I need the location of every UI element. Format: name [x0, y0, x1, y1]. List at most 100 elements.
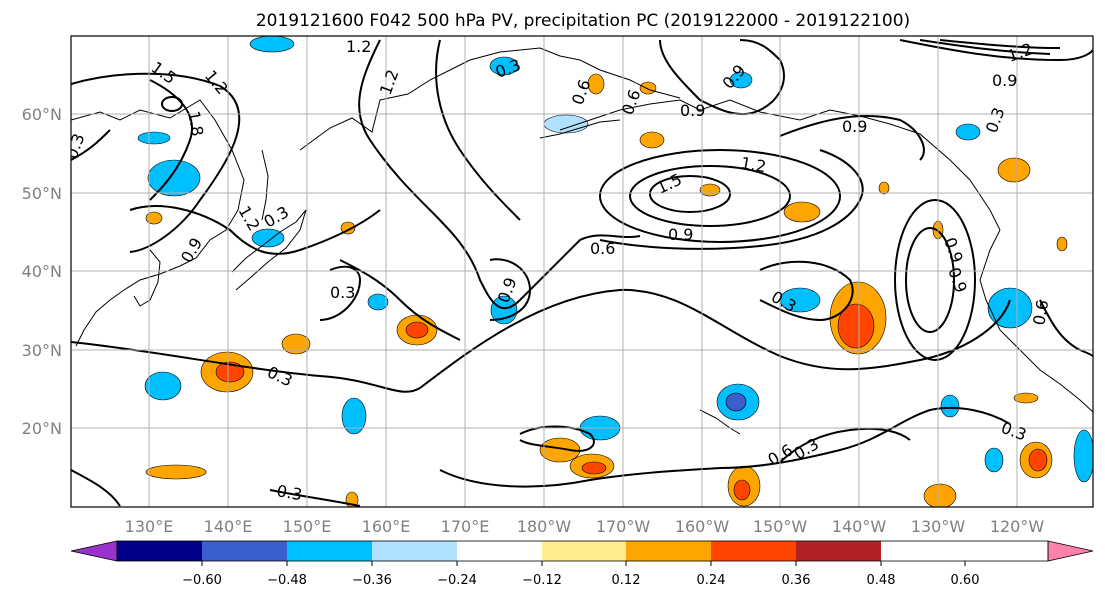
contour-label: 0.6 — [1029, 298, 1052, 326]
pv-contour — [339, 259, 461, 341]
precip-negative-blob — [987, 287, 1033, 329]
precip-positive-blob — [997, 157, 1031, 183]
contour-label: 0.6 — [590, 239, 615, 258]
precip-negative-blob — [251, 228, 285, 248]
colorbar-segment — [542, 541, 626, 561]
precip-positive-blob — [145, 464, 207, 480]
precip-positive-blob — [587, 73, 605, 95]
precip-negative-blob — [367, 293, 389, 311]
pv-contour — [649, 175, 731, 213]
precip-negative-blob — [955, 123, 981, 141]
precip-positive-blob — [145, 211, 163, 225]
pv-contour — [358, 39, 641, 310]
colorbar-tick-label: −0.48 — [267, 573, 307, 588]
colorbar-tick-label: 0.24 — [697, 573, 726, 588]
colorbar-tick-label: 0.60 — [951, 573, 980, 588]
colorbar-frame — [116, 540, 1049, 562]
contour-label: 0.3 — [275, 481, 303, 504]
pv-contour — [629, 165, 791, 227]
colorbar-tick-label: 0.36 — [782, 573, 811, 588]
lon-axis-labels: 130°E 140°E 150°E 160°E 170°E 180°W 170°… — [125, 517, 1045, 536]
lat-label: 30°N — [22, 341, 62, 360]
coastlines — [71, 47, 1093, 435]
pv-contour — [435, 39, 521, 221]
precip-negative-core — [725, 392, 747, 412]
coastline-kamchatka — [299, 47, 681, 151]
colorbar-segment — [711, 541, 796, 561]
colorbar-tick-label: 0.12 — [612, 573, 641, 588]
hawaii-islands — [699, 409, 741, 435]
precip-negative-blob — [147, 159, 201, 197]
precip-negative-blob — [341, 397, 367, 435]
pv-contour — [899, 39, 1093, 62]
pv-contour — [519, 425, 595, 452]
colorbar-tick-label: −0.36 — [352, 573, 392, 588]
lon-label: 130°E — [125, 517, 174, 536]
colorbar-tick-label: 0.48 — [867, 573, 896, 588]
precip-positive-blob — [783, 201, 821, 223]
lon-label: 150°E — [283, 517, 332, 536]
gridlines — [71, 36, 1093, 507]
precip-positive-blob — [699, 183, 721, 197]
contour-label: 0.9 — [680, 101, 705, 120]
pv-contour — [599, 149, 841, 243]
lat-label: 40°N — [22, 262, 62, 281]
precip-positive-blob — [1056, 236, 1068, 252]
lon-label: 140°W — [832, 517, 887, 536]
precip-positive-blob — [639, 81, 657, 95]
pv-contour — [71, 469, 121, 507]
precip-negative-blob — [729, 71, 753, 89]
pv-contour — [905, 227, 955, 333]
precip-positive-blob — [878, 181, 890, 195]
lon-label: 170°W — [596, 517, 651, 536]
precip-positive-core — [837, 303, 875, 349]
colorbar-segment — [117, 541, 202, 561]
colorbar-tick-label: −0.60 — [182, 573, 222, 588]
contour-label: 0.3 — [330, 283, 355, 302]
colorbar-extension-left — [70, 540, 118, 562]
lon-label: 130°W — [911, 517, 966, 536]
precip-negative-blob — [984, 447, 1004, 473]
pv-contour — [659, 39, 785, 116]
pv-contour — [779, 115, 925, 161]
contour-label: 0.9 — [668, 225, 693, 244]
precip-positive-core — [1028, 448, 1048, 472]
precip-negative-blob — [543, 114, 589, 134]
colorbar-segment — [457, 541, 542, 561]
contour-label: 0.9 — [992, 71, 1017, 90]
pv-contour — [149, 79, 193, 201]
lat-label: 20°N — [22, 419, 62, 438]
precip-positive-core — [405, 321, 429, 339]
pv-contour — [489, 258, 532, 321]
lon-label: 160°E — [362, 517, 411, 536]
pv-contour — [71, 129, 111, 161]
pv-contour — [71, 288, 1011, 393]
contour-label: 1.8 — [184, 109, 207, 137]
map-frame — [70, 35, 1094, 508]
colorbar-extension-right — [1047, 540, 1094, 562]
pv-contour — [939, 39, 1061, 49]
contour-label: 1.2 — [739, 153, 767, 176]
colorbar-tick-label: −0.12 — [522, 573, 562, 588]
precip-shading — [137, 36, 1093, 507]
coastline-north-america — [979, 229, 1093, 413]
coastline-korea — [133, 249, 161, 307]
lat-label: 50°N — [22, 184, 62, 203]
precip-negative-blob — [144, 371, 182, 401]
figure-title: 2019121600 F042 500 hPa PV, precipitatio… — [256, 11, 910, 31]
precip-positive-blob — [923, 483, 957, 507]
pv-contour — [129, 205, 381, 255]
contour-label: 0.9 — [842, 117, 867, 136]
pv-contour — [759, 260, 854, 322]
pv-contours — [71, 39, 1093, 507]
pv-contour — [319, 265, 362, 321]
precip-negative-blob — [137, 131, 171, 145]
lon-label: 150°W — [753, 517, 808, 536]
lon-label: 140°E — [204, 517, 253, 536]
precip-positive-core — [215, 361, 245, 383]
colorbar-segment — [202, 541, 287, 561]
precip-negative-blob — [489, 56, 519, 76]
map-panel: 1.5 1.2 1.2 1.2 1.8 1.2 0.3 0.6 0.9 0.9 … — [70, 35, 1094, 508]
lat-axis-labels: 60°N 50°N 40°N 30°N 20°N — [22, 105, 62, 438]
